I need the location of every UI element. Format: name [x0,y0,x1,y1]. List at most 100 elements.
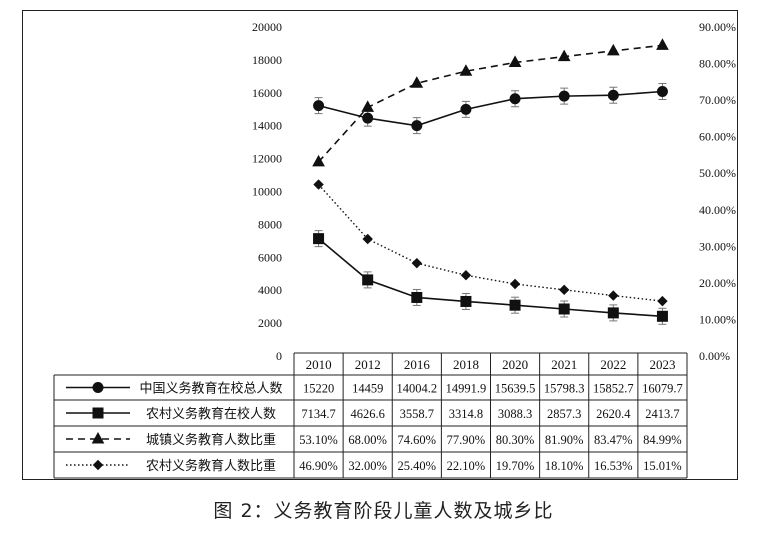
legend-series-name: 农村义务教育在校人数 [146,406,276,421]
table-cell-value: 15798.3 [544,382,585,396]
data-point-triangle [361,100,375,112]
table-category-label: 2010 [306,357,332,372]
data-point-diamond [362,233,373,245]
data-point-circle [411,120,423,132]
right-axis-tick-label: 90.00% [699,20,736,34]
data-point-circle [460,103,472,115]
left-axis-tick-label: 14000 [252,119,282,133]
left-axis-tick-label: 18000 [252,53,282,67]
series-line-2 [318,238,663,318]
data-point-triangle [508,55,522,67]
table-category-label: 2012 [355,357,381,372]
table-cell-value: 15852.7 [593,382,634,396]
legend-series-name: 中国义务教育在校总人数 [139,381,282,396]
legend-series-name: 城镇义务教育人数比重 [146,432,276,447]
right-axis-tick-label: 40.00% [699,203,736,217]
data-point-square [509,299,521,311]
data-point-square [362,274,374,286]
left-axis-tick-label: 8000 [258,217,282,231]
table-category-label: 2016 [404,357,431,372]
table-cell-value: 74.60% [398,433,437,447]
data-point-square [411,291,423,303]
figure-caption: 图 2：义务教育阶段儿童人数及城乡比 [213,500,554,522]
left-axis-tick-label: 12000 [252,152,282,166]
right-axis-tick-label: 60.00% [699,130,736,144]
chart-svg: 0 2000 4000 6000 8000 10000 12000 14000 16000 180… [53,20,736,479]
data-point-square [460,295,472,307]
data-point-circle [509,93,521,105]
table-category-label: 2018 [453,357,479,372]
table-category-label: 2021 [551,357,577,372]
table-cell-value: 16.53% [594,459,633,473]
legend-key-marker [91,431,105,444]
data-point-triangle [606,43,620,56]
data-point-triangle [459,64,473,76]
table-cell-value: 3088.3 [498,407,532,421]
left-axis-tick-label: 20000 [252,20,282,34]
table-cell-value: 2413.7 [645,407,679,421]
table-cell-value: 2620.4 [596,407,631,421]
data-point-diamond [608,290,619,301]
right-axis-tick-label: 70.00% [699,93,736,107]
data-point-circle [313,100,325,112]
right-axis-tick-label: 30.00% [699,239,736,253]
data-point-diamond [411,257,423,269]
table-cell-value: 4626.6 [351,407,385,421]
data-point-triangle [312,154,325,167]
data-point-circle [607,89,619,101]
data-point-diamond [509,278,521,290]
left-axis-tick-label: 6000 [258,250,282,264]
right-axis-tick-label: 80.00% [699,57,736,71]
left-axis-tick-label: 16000 [252,86,282,100]
table-cell-value: 68.00% [348,433,387,447]
data-point-diamond [460,270,472,281]
table-category-label: 2022 [600,357,626,372]
data-point-square [313,233,325,245]
legend-key-marker [92,459,104,471]
left-axis-tick-label: 0 [276,349,282,363]
legend-series-name: 农村义务教育人数比重 [146,458,276,473]
table-cell-value: 18.10% [545,459,584,473]
table-cell-value: 2857.3 [547,407,581,421]
data-point-square [558,303,570,315]
table-cell-value: 14459 [352,382,383,396]
legend-key-marker [92,407,104,419]
data-point-triangle [557,49,571,62]
table-cell-value: 15.01% [643,459,682,473]
right-axis-tick-label: 20.00% [699,276,736,290]
series-line-1 [318,90,663,127]
table-cell-value: 15220 [303,382,334,396]
table-category-label: 2020 [502,357,528,372]
table-cell-value: 84.99% [643,433,682,447]
data-point-diamond [558,284,570,296]
table-cell-value: 77.90% [447,433,486,447]
data-point-circle [656,85,668,97]
data-point-diamond [313,179,324,190]
table-category-label: 2023 [649,357,675,372]
table-cell-value: 53.10% [299,433,338,447]
data-point-circle [362,112,374,124]
table-cell-value: 14991.9 [446,382,487,396]
table-cell-value: 80.30% [496,433,535,447]
table-cell-value: 81.90% [545,433,584,447]
table-cell-value: 14004.2 [397,382,438,396]
table-cell-value: 16079.7 [642,382,683,396]
left-axis-tick-label: 2000 [258,316,282,330]
table-cell-value: 3314.8 [449,407,483,421]
chart-frame: 0 2000 4000 6000 8000 10000 12000 14000 16000 180… [22,10,738,480]
left-axis-tick-label: 4000 [258,283,282,297]
legend-key-marker [92,382,104,393]
right-axis-tick-label: 50.00% [699,166,736,180]
data-point-square [656,310,668,322]
left-axis-tick-label: 10000 [252,185,282,199]
table-cell-value: 25.40% [398,459,437,473]
data-point-triangle [410,76,424,88]
table-cell-value: 22.10% [447,459,486,473]
right-axis-tick-label: 10.00% [699,312,736,326]
table-cell-value: 15639.5 [495,382,536,396]
data-point-triangle [656,38,669,50]
table-cell-value: 3558.7 [400,407,434,421]
table-cell-value: 7134.7 [301,407,335,421]
data-point-diamond [657,295,668,307]
table-cell-value: 19.70% [496,459,535,473]
